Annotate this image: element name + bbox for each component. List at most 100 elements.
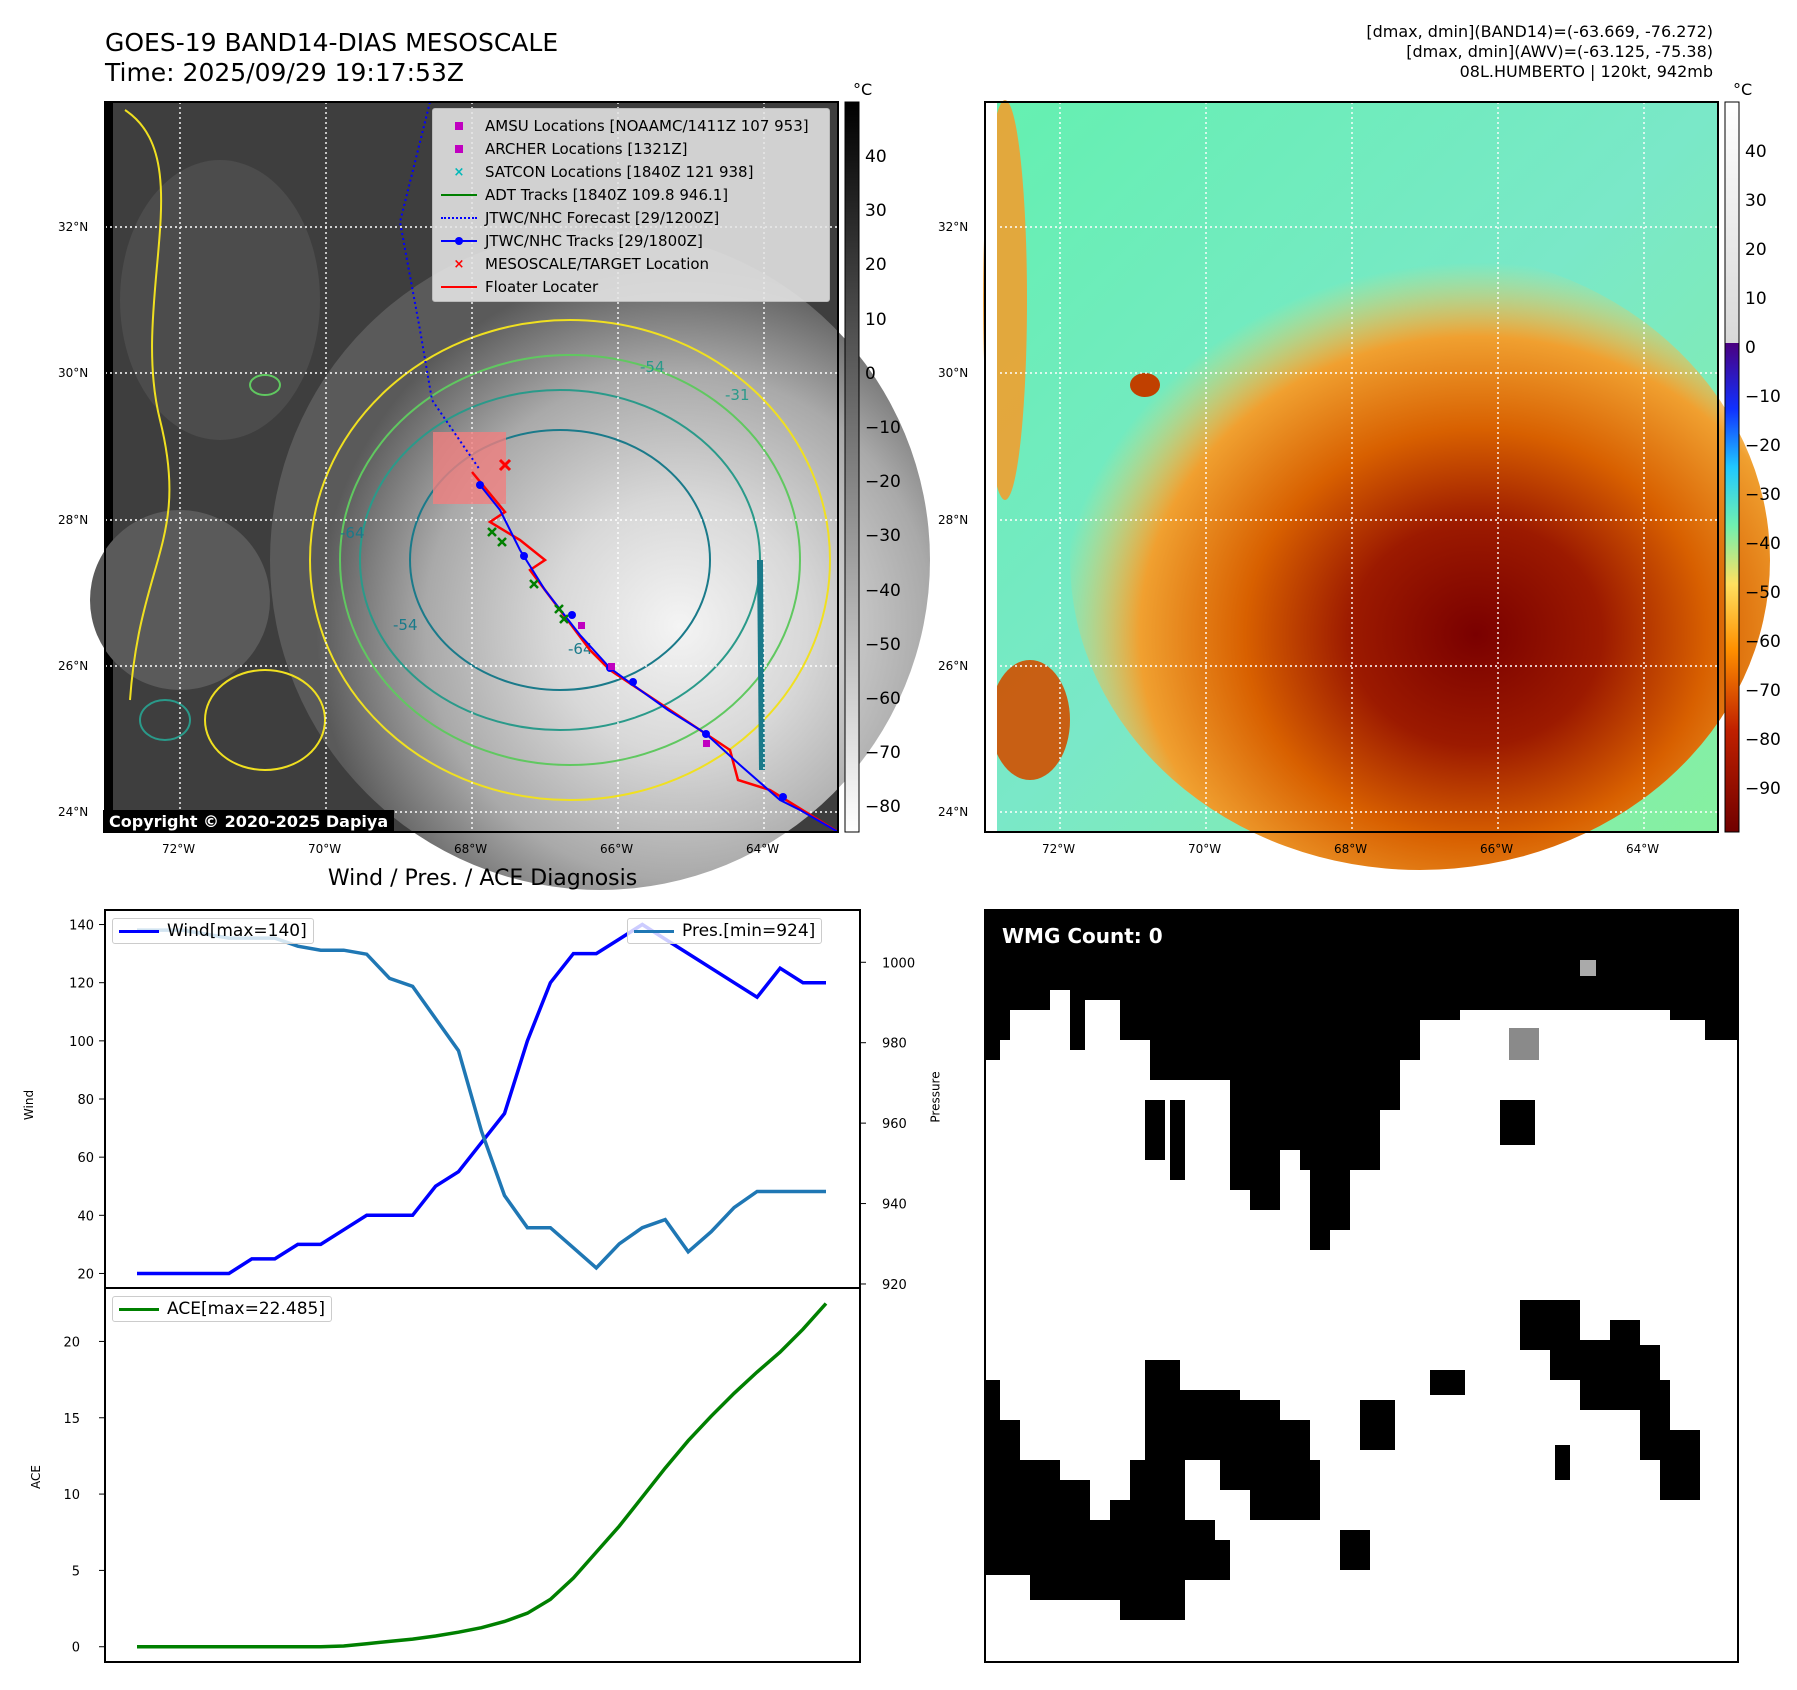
ace-tick-label: 10: [63, 1488, 80, 1503]
title-line-1: GOES-19 BAND14-DIAS MESOSCALE: [105, 28, 559, 57]
ir-colorbar-tick: −30: [865, 526, 901, 547]
ir-colorbar-tick: 30: [865, 201, 887, 222]
wind-legend-label: Wind[max=140]: [167, 921, 307, 941]
ir-colorbar-tick: −20: [865, 472, 901, 493]
chart-title: GOES-19 BAND14-DIAS MESOSCALE Time: 2025/…: [105, 28, 558, 88]
floater-locater-track: [471, 471, 839, 834]
awv-lon-label: 68°W: [1334, 842, 1368, 856]
legend-symbol: [433, 122, 485, 130]
ir-lat-label: 30°N: [58, 366, 89, 380]
wind-tick-label: 40: [77, 1209, 94, 1224]
diagnosis-title: Wind / Pres. / ACE Diagnosis: [327, 866, 638, 891]
awv-lon-label: 64°W: [1626, 842, 1660, 856]
awv-lon-label: 72°W: [1042, 842, 1076, 856]
ir-lon-label: 68°W: [454, 842, 488, 856]
ir-lat-label: 32°N: [58, 220, 89, 234]
awv-storm: [1070, 250, 1770, 870]
ir-colorbar-tick: 0: [865, 363, 876, 384]
legend-label: Floater Locater: [485, 278, 599, 296]
awv-lon-label: 70°W: [1188, 842, 1222, 856]
awv-colorbar-tick: −50: [1745, 583, 1781, 603]
legend-entry: Floater Locater: [433, 276, 598, 298]
legend-entry: JTWC/NHC Tracks [29/1800Z]: [433, 230, 703, 252]
legend-label: MESOSCALE/TARGET Location: [485, 255, 710, 273]
info-line-1: [dmax, dmin](BAND14)=(-63.669, -76.272): [1366, 22, 1713, 41]
awv-colorbar-tick: −40: [1745, 534, 1781, 554]
ir-lon-label: 72°W: [162, 842, 196, 856]
ace-tick-label: 15: [63, 1412, 80, 1427]
diagnosis-plot: 20 40 60 80 100 120 140 920 940 960 980 1000 0 5 10 15 2…: [63, 919, 915, 1656]
awv-colorbar-tick: −60: [1745, 632, 1781, 652]
target-marker: [498, 458, 512, 472]
pressure-tick-label: 940: [882, 1198, 907, 1213]
wind-legend-swatch: [119, 929, 159, 933]
ir-colorbar: [844, 101, 860, 833]
storm-info: [dmax, dmin](BAND14)=(-63.669, -76.272)[…: [1366, 22, 1713, 82]
ir-colorbar-tick: −70: [865, 743, 901, 764]
pres-axis-label: Pressure: [928, 1071, 943, 1123]
legend-entry: AMSU Locations [NOAAMC/1411Z 107 953]: [433, 115, 809, 137]
legend-label: SATCON Locations [1840Z 121 938]: [485, 163, 754, 181]
ir-legend: AMSU Locations [NOAAMC/1411Z 107 953] ARC…: [432, 108, 830, 302]
wmg-count-label: WMG Count: 0: [1002, 924, 1163, 948]
awv-colorbar-tick: 0: [1745, 338, 1756, 358]
pressure-tick-label: 980: [882, 1037, 907, 1052]
legend-symbol: [433, 237, 485, 245]
wind-tick-label: 120: [69, 977, 94, 992]
pressure-tick-label: 960: [882, 1117, 907, 1132]
legend-entry: JTWC/NHC Forecast [29/1200Z]: [433, 207, 719, 229]
ace-tick-label: 5: [72, 1564, 80, 1579]
ir-colorbar-tick: −40: [865, 580, 901, 601]
ir-colorbar-tick: 10: [865, 309, 887, 330]
contour-label: -54: [640, 358, 665, 376]
ace-frame: [104, 1287, 861, 1663]
awv-colorbar: [1724, 101, 1740, 833]
wind-series-line: [137, 922, 826, 1276]
awv-colorbar-tick: −80: [1745, 730, 1781, 750]
ir-colorbar-tick: −80: [865, 797, 901, 818]
awv-colorbar-tick: −30: [1745, 485, 1781, 505]
copyright-label: Copyright © 2020-2025 Dapiya: [103, 810, 395, 833]
legend-entry: ADT Tracks [1840Z 109.8 946.1]: [433, 184, 728, 206]
wind-tick-label: 140: [69, 919, 94, 934]
wind-tick-label: 20: [77, 1267, 94, 1282]
contour-label: -54: [393, 616, 418, 634]
ir-colorbar-tick: −60: [865, 689, 901, 709]
awv-colorbar-unit: °C: [1733, 80, 1753, 99]
wind-tick-label: 100: [69, 1035, 94, 1050]
ir-colorbar-tick: 40: [865, 147, 887, 167]
pressure-series-line: [137, 928, 826, 1271]
pres-legend-label: Pres.[min=924]: [682, 921, 816, 941]
awv-colorbar-tick: −20: [1745, 436, 1781, 456]
legend-label: JTWC/NHC Forecast [29/1200Z]: [485, 209, 720, 227]
mesoscale-box: [433, 432, 506, 504]
legend-symbol: [433, 217, 485, 219]
ace-legend-swatch: [119, 1307, 159, 1311]
awv-lat-label: 24°N: [938, 805, 969, 819]
wind-pres-frame: [104, 909, 861, 1289]
info-line-2: [dmax, dmin](AWV)=(-63.125, -75.38): [1406, 42, 1713, 61]
adt-markers: [487, 527, 569, 624]
legend-entry: ARCHER Locations [1321Z]: [433, 138, 688, 160]
awv-colorbar-tick: −70: [1745, 681, 1781, 701]
pres-legend: Pres.[min=924]: [627, 918, 823, 944]
legend-label: AMSU Locations [NOAAMC/1411Z 107 953]: [485, 117, 809, 135]
pressure-tick-label: 920: [882, 1278, 907, 1293]
wind-axis-label: Wind: [22, 1089, 37, 1121]
ir-lon-label: 70°W: [308, 842, 342, 856]
awv-colorbar-tick: 20: [1745, 240, 1767, 260]
awv-lat-label: 32°N: [938, 220, 969, 234]
legend-label: ARCHER Locations [1321Z]: [485, 140, 688, 158]
ir-colorbar-tick: 20: [865, 255, 887, 276]
wind-legend: Wind[max=140]: [112, 918, 314, 944]
legend-entry: × MESOSCALE/TARGET Location: [433, 253, 710, 275]
ir-lat-label: 26°N: [58, 659, 89, 673]
legend-label: ADT Tracks [1840Z 109.8 946.1]: [485, 186, 729, 204]
awv-lon-label: 66°W: [1480, 842, 1514, 856]
ace-tick-label: 0: [72, 1641, 80, 1656]
pres-legend-swatch: [634, 929, 674, 933]
awv-gridlines: [985, 102, 1718, 832]
legend-symbol: [433, 194, 485, 196]
ir-colorbar-tick: −50: [865, 634, 901, 655]
ir-colorbar-unit: °C: [853, 80, 873, 99]
